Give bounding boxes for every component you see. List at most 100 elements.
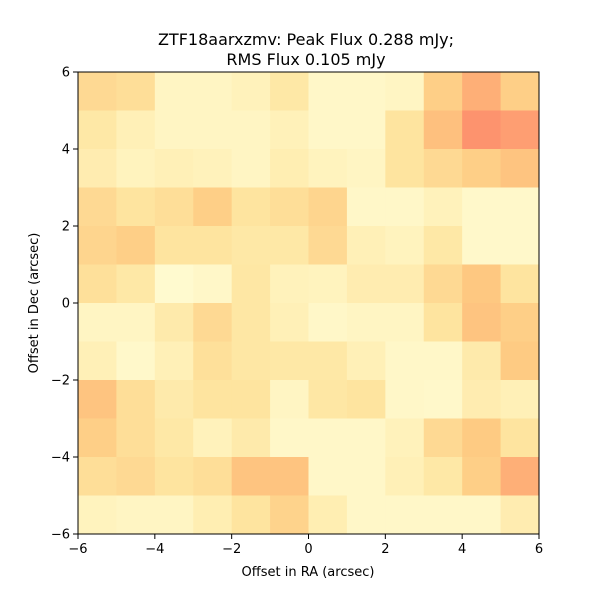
heatmap-cell: [231, 226, 271, 265]
heatmap-cell: [385, 418, 425, 458]
heatmap-cell: [462, 149, 502, 188]
x-axis-ticks: −6 −4 −2 0 2 4 6: [68, 534, 543, 557]
heatmap-cell: [270, 457, 309, 496]
heatmap-cell: [154, 72, 194, 111]
heatmap-cell: [346, 110, 386, 150]
heatmap-cell: [423, 187, 463, 227]
heatmap-cell: [116, 495, 156, 535]
heatmap-cell: [346, 187, 386, 227]
heatmap-cell: [423, 72, 463, 111]
y-tick-label: 6: [62, 66, 70, 81]
x-tick-label: −2: [222, 542, 241, 557]
heatmap-cell: [308, 457, 348, 496]
heatmap-cell: [78, 457, 117, 496]
heatmap-cell: [193, 418, 233, 458]
heatmap-cell: [423, 457, 463, 496]
heatmap-cell: [385, 72, 425, 111]
heatmap-cell: [346, 418, 386, 458]
y-axis-label: Offset in Dec (arcsec): [27, 233, 42, 374]
heatmap-cell: [231, 380, 271, 419]
heatmap-cell: [270, 495, 309, 535]
heatmap-cell: [346, 72, 386, 111]
heatmap-cell: [500, 226, 540, 265]
heatmap-cell: [423, 264, 463, 304]
heatmap-cell: [193, 341, 233, 381]
y-tick-label: −6: [51, 528, 70, 543]
heatmap-cell: [462, 226, 502, 265]
heatmap-cell: [385, 495, 425, 535]
heatmap-cell: [270, 341, 309, 381]
heatmap-cell: [346, 457, 386, 496]
heatmap-cell: [78, 264, 117, 304]
heatmap-cell: [231, 149, 271, 188]
x-axis-label: Offset in RA (arcsec): [242, 565, 375, 580]
y-tick-label: −4: [51, 451, 70, 466]
y-tick-label: 2: [62, 220, 70, 235]
heatmap-cell: [308, 187, 348, 227]
y-axis-ticks: −6 −4 −2 0 2 4 6: [51, 66, 78, 543]
x-tick-label: −6: [68, 542, 87, 557]
heatmap-cell: [462, 495, 502, 535]
heatmap-cell: [231, 264, 271, 304]
heatmap-cell: [423, 495, 463, 535]
heatmap-cell: [78, 418, 117, 458]
heatmap-cell: [385, 226, 425, 265]
heatmap-cell: [154, 418, 194, 458]
x-tick-label: 4: [458, 542, 466, 557]
heatmap-cell: [231, 110, 271, 150]
heatmap-cell: [193, 303, 233, 342]
heatmap-cell: [231, 187, 271, 227]
heatmap-cell: [385, 264, 425, 304]
heatmap-cell: [500, 457, 540, 496]
heatmap-cells: [78, 72, 540, 535]
heatmap-cell: [116, 264, 156, 304]
heatmap-cell: [500, 264, 540, 304]
heatmap-cell: [462, 264, 502, 304]
heatmap-cell: [78, 110, 117, 150]
heatmap-cell: [385, 303, 425, 342]
heatmap-cell: [308, 303, 348, 342]
heatmap-cell: [78, 380, 117, 419]
heatmap-cell: [500, 495, 540, 535]
heatmap-cell: [193, 187, 233, 227]
heatmap-cell: [154, 187, 194, 227]
chart-title-line-1: ZTF18aarxzmv: Peak Flux 0.288 mJy;: [158, 30, 454, 49]
heatmap-cell: [270, 264, 309, 304]
heatmap-cell: [154, 457, 194, 496]
heatmap-cell: [154, 226, 194, 265]
heatmap-cell: [116, 418, 156, 458]
heatmap-cell: [500, 110, 540, 150]
heatmap-cell: [270, 149, 309, 188]
heatmap-cell: [270, 187, 309, 227]
heatmap-cell: [308, 110, 348, 150]
x-tick-label: 6: [535, 542, 543, 557]
heatmap-cell: [462, 303, 502, 342]
heatmap-cell: [346, 341, 386, 381]
heatmap-cell: [116, 72, 156, 111]
heatmap-cell: [346, 380, 386, 419]
heatmap-cell: [78, 72, 117, 111]
heatmap-cell: [308, 341, 348, 381]
heatmap-cell: [500, 187, 540, 227]
heatmap-cell: [346, 149, 386, 188]
heatmap-cell: [270, 418, 309, 458]
heatmap-cell: [78, 149, 117, 188]
heatmap-cell: [193, 264, 233, 304]
x-tick-label: 2: [381, 542, 389, 557]
heatmap-cell: [231, 495, 271, 535]
y-tick-label: 4: [62, 143, 70, 158]
heatmap-cell: [193, 380, 233, 419]
heatmap-cell: [270, 226, 309, 265]
heatmap-cell: [270, 303, 309, 342]
heatmap-cell: [500, 380, 540, 419]
chart-title-line-2: RMS Flux 0.105 mJy: [226, 50, 385, 69]
heatmap-cell: [308, 495, 348, 535]
heatmap-cell: [308, 418, 348, 458]
heatmap-cell: [500, 149, 540, 188]
heatmap-cell: [270, 110, 309, 150]
heatmap-cell: [270, 380, 309, 419]
heatmap-cell: [385, 457, 425, 496]
heatmap-cell: [116, 110, 156, 150]
heatmap-cell: [500, 72, 540, 111]
